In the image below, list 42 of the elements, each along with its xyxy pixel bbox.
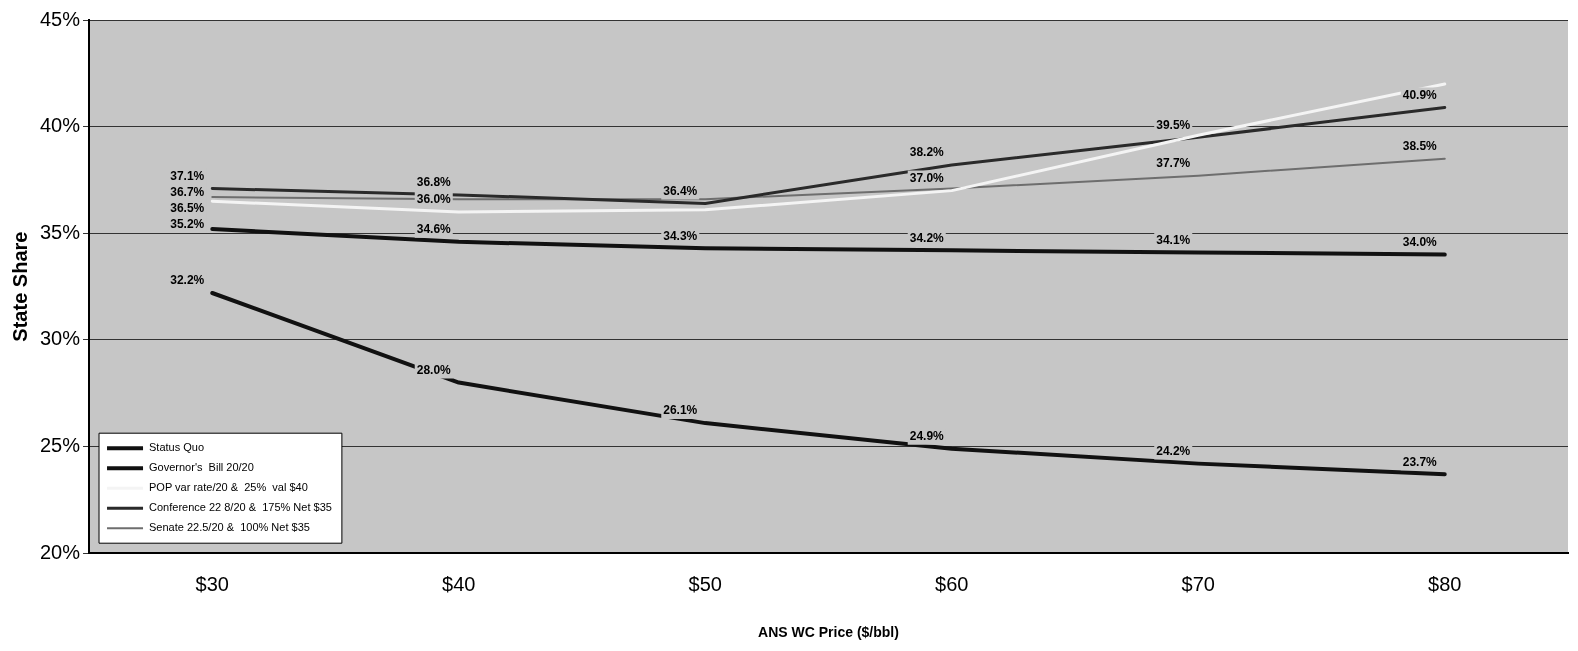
y-tick-label: 25% xyxy=(40,434,81,457)
x-axis-title: ANS WC Price ($/bbl) xyxy=(758,624,899,641)
data-label: 28.0% xyxy=(416,362,452,377)
data-label: 36.7% xyxy=(170,184,205,199)
legend-label: Governor's Bill 20/20 xyxy=(149,461,254,474)
legend-label: Conference 22 8/20 & 175% Net $35 xyxy=(149,501,332,514)
data-label: 24.9% xyxy=(909,429,945,444)
data-label: 26.1% xyxy=(663,403,698,418)
legend-label: POP var rate/20 & 25% val $40 xyxy=(149,481,308,494)
data-label: 37.0% xyxy=(909,170,945,185)
data-label: 34.3% xyxy=(663,228,698,243)
x-tick-label: $80 xyxy=(1428,572,1462,595)
data-label: 37.1% xyxy=(170,168,205,183)
x-tick-label: $70 xyxy=(1181,572,1215,595)
x-tick-label: $40 xyxy=(442,572,476,595)
y-tick-label: 40% xyxy=(40,114,81,137)
legend-label: Status Quo xyxy=(149,441,205,454)
x-tick-label: $60 xyxy=(935,572,969,595)
data-label: 34.0% xyxy=(1402,234,1438,249)
data-label: 38.5% xyxy=(1402,138,1438,153)
data-label: 35.2% xyxy=(170,216,205,231)
data-label: 36.4% xyxy=(663,183,698,198)
data-label: 36.5% xyxy=(170,200,205,215)
data-label: 37.7% xyxy=(1156,156,1191,171)
y-tick-label: 45% xyxy=(40,7,81,30)
data-label: 23.7% xyxy=(1402,454,1438,469)
y-axis-title: State Share xyxy=(8,231,31,342)
data-label: 34.1% xyxy=(1156,232,1191,247)
data-label: 32.2% xyxy=(170,273,205,288)
y-tick-label: 35% xyxy=(40,220,81,243)
y-tick-label: 20% xyxy=(40,540,81,563)
data-label: 34.2% xyxy=(909,230,945,245)
x-tick-label: $30 xyxy=(195,572,229,595)
data-label: 36.8% xyxy=(416,175,452,190)
legend-label: Senate 22.5/20 & 100% Net $35 xyxy=(149,521,310,534)
y-tick-label: 30% xyxy=(40,327,81,350)
data-label: 40.9% xyxy=(1402,87,1438,102)
x-tick-label: $50 xyxy=(688,572,722,595)
data-label: 39.5% xyxy=(1156,117,1191,132)
data-label: 34.6% xyxy=(416,222,452,237)
data-label: 38.2% xyxy=(909,145,945,160)
data-label: 24.2% xyxy=(1156,443,1191,458)
